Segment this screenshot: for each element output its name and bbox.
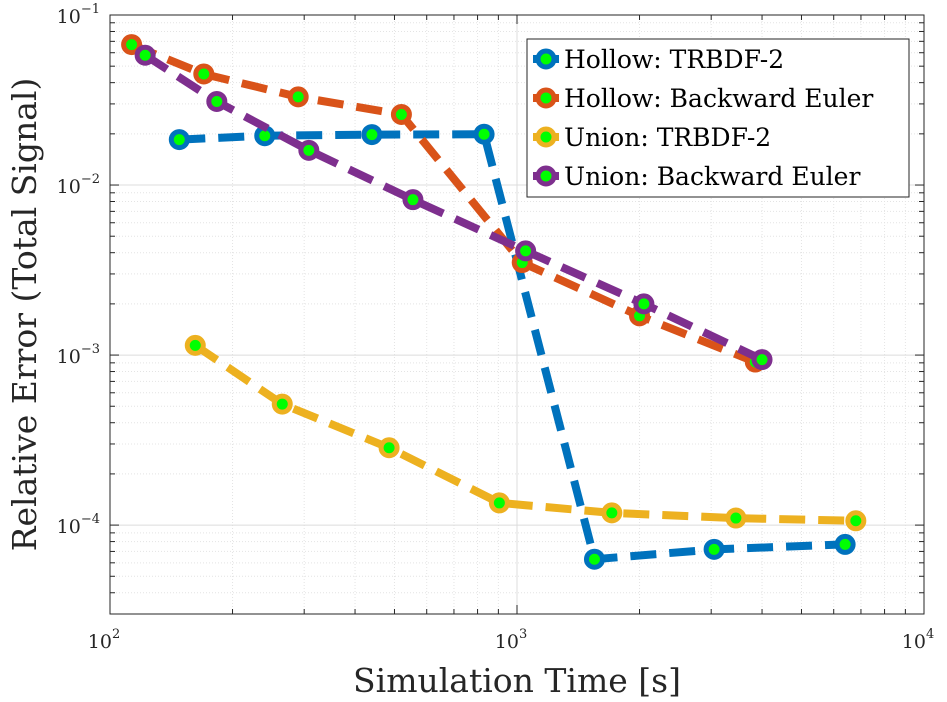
x-tick-labels: 102 103 104 bbox=[88, 627, 934, 653]
legend-label: Hollow: TRBDF-2 bbox=[564, 45, 784, 74]
data-point bbox=[601, 502, 623, 524]
legend-marker bbox=[535, 87, 557, 109]
data-point bbox=[725, 507, 747, 529]
legend-marker bbox=[535, 165, 557, 187]
x-tick-label: 104 bbox=[902, 627, 934, 653]
data-point bbox=[515, 240, 537, 262]
legend-marker bbox=[535, 48, 557, 70]
tick-marks bbox=[109, 14, 925, 615]
series-4 bbox=[134, 44, 773, 371]
data-point bbox=[193, 63, 215, 85]
legend-label: Hollow: Backward Euler bbox=[564, 84, 873, 113]
y-tick-labels: 10−4 10−3 10−2 10−1 bbox=[57, 2, 100, 538]
series-2 bbox=[121, 34, 766, 373]
data-point bbox=[287, 86, 309, 108]
data-point bbox=[703, 538, 725, 560]
data-point bbox=[168, 129, 190, 151]
data-point bbox=[633, 293, 655, 315]
y-tick-label: 10−3 bbox=[57, 342, 100, 368]
data-point bbox=[845, 510, 867, 532]
y-tick-label: 10−2 bbox=[57, 172, 100, 198]
data-point bbox=[390, 103, 412, 125]
data-point bbox=[121, 34, 143, 56]
data-point bbox=[134, 44, 156, 66]
data-point bbox=[298, 139, 320, 161]
x-axis-label: Simulation Time [s] bbox=[353, 661, 681, 700]
y-axis-label: Relative Error (Total Signal) bbox=[5, 78, 44, 552]
legend-box bbox=[526, 38, 910, 198]
legend-entry: Hollow: TRBDF-2 bbox=[533, 45, 784, 74]
legend: Hollow: TRBDF-2 Hollow: Backward Euler Uni… bbox=[526, 38, 910, 198]
data-point bbox=[378, 437, 400, 459]
series-3 bbox=[184, 334, 867, 532]
data-point bbox=[361, 124, 383, 146]
y-tick-label: 10−1 bbox=[57, 2, 100, 28]
legend-entry: Union: Backward Euler bbox=[533, 162, 860, 191]
data-point bbox=[751, 349, 773, 371]
data-point bbox=[583, 548, 605, 570]
legend-entry: Union: TRBDF-2 bbox=[533, 123, 771, 152]
data-point bbox=[402, 189, 424, 211]
data-point bbox=[834, 533, 856, 555]
data-point bbox=[271, 393, 293, 415]
legend-entry: Hollow: Backward Euler bbox=[533, 84, 873, 113]
y-tick-label: 10−4 bbox=[57, 512, 100, 538]
legend-label: Union: Backward Euler bbox=[564, 162, 860, 191]
legend-marker bbox=[535, 126, 557, 148]
data-point bbox=[473, 123, 495, 145]
x-tick-label: 102 bbox=[88, 627, 120, 653]
data-point bbox=[206, 90, 228, 112]
legend-label: Union: TRBDF-2 bbox=[564, 123, 771, 152]
series-1 bbox=[168, 123, 856, 570]
data-point bbox=[488, 492, 510, 514]
data-point bbox=[184, 334, 206, 356]
series-group bbox=[121, 34, 867, 570]
x-tick-label: 103 bbox=[495, 627, 527, 653]
